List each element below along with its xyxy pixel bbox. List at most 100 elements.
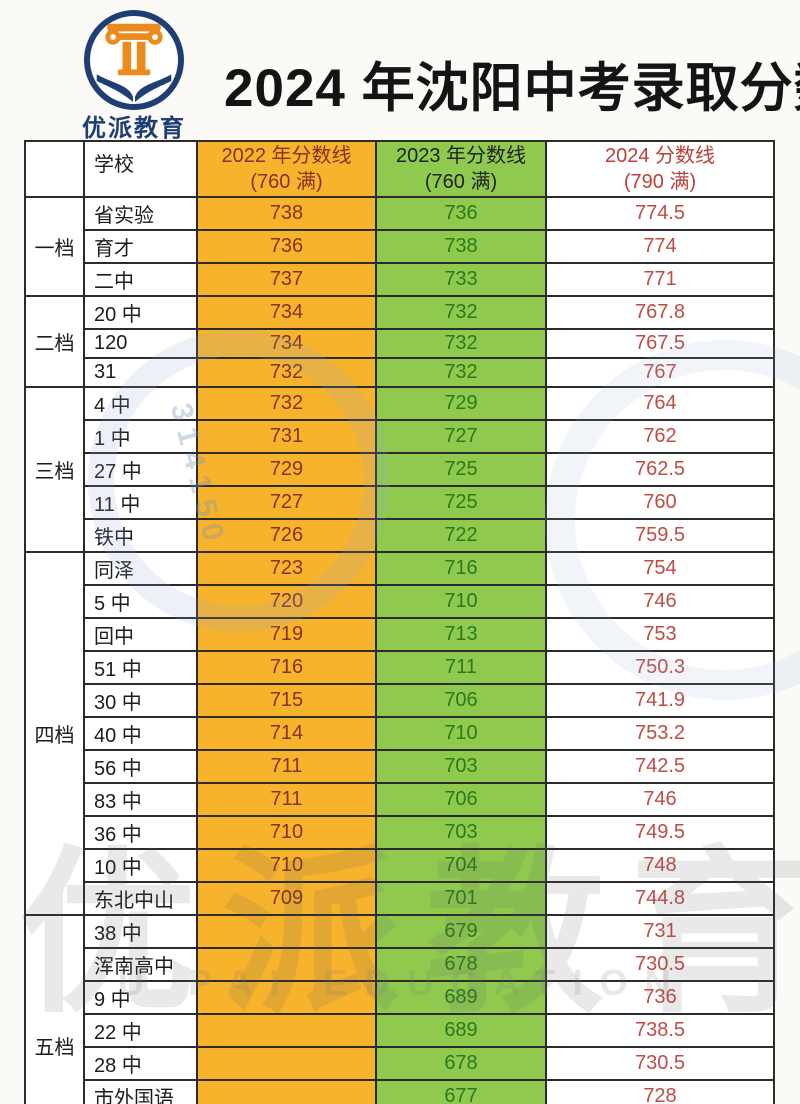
score-cell-y2024: 741.9 — [545, 683, 775, 718]
school-cell: 9 中 — [83, 980, 198, 1015]
header-2024-line1: 2024 分数线 — [604, 145, 716, 167]
school-cell: 东北中山 — [83, 881, 198, 916]
score-cell-y2024: 750.3 — [545, 650, 775, 685]
table-row: 一档 省实验 738 736 774.5 — [24, 196, 775, 297]
score-cell-y2023: 710 — [375, 716, 547, 751]
score-cell-y2024: 762 — [545, 419, 775, 454]
school-cell: 31 — [83, 357, 198, 388]
school-cell: 铁中 — [83, 518, 198, 553]
table-row: 56 中 711 703 742.5 — [25, 749, 775, 784]
table-row: 育才 736 738 774 — [25, 229, 775, 264]
page-title: 2024 年沈阳中考录取分数线 — [224, 59, 800, 118]
table-row: 83 中 711 706 746 — [25, 782, 775, 817]
header-school-cell: 学校 — [83, 140, 198, 198]
score-cell-y2024: 731 — [545, 914, 775, 949]
school-cell: 22 中 — [83, 1013, 198, 1048]
table-row: 10 中 710 704 748 — [25, 848, 775, 883]
score-table-wrap: 学校 2022 年分数线 (760 满) 2023 年分数线 (760 满) 2… — [24, 140, 775, 1104]
table-row: 浑南高中 678 730.5 — [25, 947, 775, 982]
score-cell-y2023: 722 — [375, 518, 547, 553]
score-cell-y2022: 736 — [196, 229, 377, 264]
score-cell-y2022: 727 — [196, 485, 377, 520]
school-cell: 5 中 — [83, 584, 198, 619]
table-row: 五档 38 中 679 731 — [24, 914, 775, 1104]
school-cell: 1 中 — [83, 419, 198, 454]
score-cell-y2022 — [196, 980, 377, 1015]
score-cell-y2022: 723 — [196, 551, 377, 586]
score-cell-y2024: 730.5 — [545, 1046, 775, 1081]
score-cell-y2022: 732 — [196, 386, 377, 421]
table-row: 四档 同泽 723 716 754 — [24, 551, 775, 916]
score-cell-y2022: 726 — [196, 518, 377, 553]
score-cell-y2023: 725 — [375, 485, 547, 520]
score-cell-y2023: 729 — [375, 386, 547, 421]
score-cell-y2022: 710 — [196, 848, 377, 883]
tier-cell: 二档 — [24, 295, 85, 388]
header-2023-line2: (760 满) — [424, 171, 498, 193]
score-cell-y2022 — [196, 1013, 377, 1048]
score-cell-y2023: 701 — [375, 881, 547, 916]
table-row: 回中 719 713 753 — [25, 617, 775, 652]
header-2023-line1: 2023 年分数线 — [395, 145, 527, 167]
score-cell-y2024: 767.8 — [545, 295, 775, 330]
school-cell: 市外国语 — [83, 1079, 198, 1104]
school-cell: 28 中 — [83, 1046, 198, 1081]
score-cell-y2024: 736 — [545, 980, 775, 1015]
score-cell-y2022: 734 — [196, 295, 377, 330]
logo: 优派教育 U PAI EDUCATION — [50, 10, 218, 155]
header-2023-cell: 2023 年分数线 (760 满) — [375, 140, 547, 198]
score-cell-y2024: 746 — [545, 782, 775, 817]
table-row: 31 732 732 767 — [25, 357, 775, 388]
score-cell-y2024: 762.5 — [545, 452, 775, 487]
school-cell: 120 — [83, 328, 198, 359]
score-cell-y2022: 720 — [196, 584, 377, 619]
score-cell-y2024: 760 — [545, 485, 775, 520]
header-2024-line2: (790 满) — [623, 171, 697, 193]
score-table: 学校 2022 年分数线 (760 满) 2023 年分数线 (760 满) 2… — [24, 140, 775, 1104]
table-row: 27 中 729 725 762.5 — [25, 452, 775, 487]
score-cell-y2023: 732 — [375, 328, 547, 359]
score-cell-y2024: 730.5 — [545, 947, 775, 982]
column-book-icon — [96, 23, 172, 103]
tier-cell: 四档 — [24, 551, 85, 916]
score-cell-y2023: 677 — [375, 1079, 547, 1104]
table-row: 51 中 716 711 750.3 — [25, 650, 775, 685]
score-cell-y2024: 748 — [545, 848, 775, 883]
score-cell-y2024: 774 — [545, 229, 775, 264]
school-cell: 20 中 — [83, 295, 198, 330]
logo-name-cn: 优派教育 — [82, 115, 186, 142]
score-cell-y2024: 759.5 — [545, 518, 775, 553]
table-row: 36 中 710 703 749.5 — [25, 815, 775, 850]
school-cell: 56 中 — [83, 749, 198, 784]
header-2022-cell: 2022 年分数线 (760 满) — [196, 140, 377, 198]
score-cell-y2022: 731 — [196, 419, 377, 454]
score-cell-y2024: 746 — [545, 584, 775, 619]
school-cell: 回中 — [83, 617, 198, 652]
table-row: 三档 4 中 732 729 764 — [24, 386, 775, 553]
table-row: 9 中 689 736 — [25, 980, 775, 1015]
tier-cell: 五档 — [24, 914, 85, 1104]
school-cell: 浑南高中 — [83, 947, 198, 982]
score-cell-y2024: 771 — [545, 262, 775, 297]
score-cell-y2023: 727 — [375, 419, 547, 454]
score-cell-y2022: 716 — [196, 650, 377, 685]
school-cell: 11 中 — [83, 485, 198, 520]
table-row: 二档 20 中 734 732 767.8 — [24, 295, 775, 388]
header: 优派教育 U PAI EDUCATION 2024 年沈阳中考录取分数线 — [0, 0, 800, 155]
table-row: 东北中山 709 701 744.8 — [25, 881, 775, 916]
score-cell-y2023: 713 — [375, 617, 547, 652]
school-cell: 10 中 — [83, 848, 198, 883]
score-cell-y2022: 738 — [196, 196, 377, 231]
score-cell-y2023: 679 — [375, 914, 547, 949]
header-2022-line2: (760 满) — [250, 171, 323, 193]
score-cell-y2024: 767 — [545, 357, 775, 388]
score-cell-y2023: 689 — [375, 980, 547, 1015]
score-cell-y2023: 732 — [375, 357, 547, 388]
score-cell-y2023: 716 — [375, 551, 547, 586]
score-cell-y2023: 703 — [375, 815, 547, 850]
school-cell: 40 中 — [83, 716, 198, 751]
score-cell-y2022: 709 — [196, 881, 377, 916]
tier-cell: 三档 — [24, 386, 85, 553]
score-cell-y2023: 733 — [375, 262, 547, 297]
